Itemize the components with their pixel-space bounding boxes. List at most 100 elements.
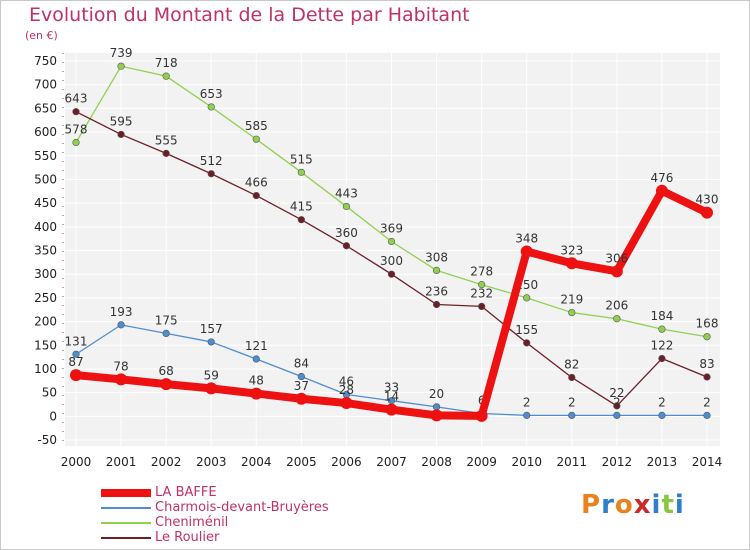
x-tick-label: 2001 [106, 455, 137, 469]
data-label: 87 [68, 355, 83, 369]
data-point [523, 339, 531, 347]
data-label: 443 [335, 186, 358, 200]
y-tick-label: 500 [34, 172, 57, 186]
x-tick-label: 2007 [376, 455, 407, 469]
data-label: 2 [568, 395, 576, 409]
data-label: 82 [564, 357, 579, 371]
data-point [703, 411, 711, 419]
x-tick-label: 2009 [466, 455, 497, 469]
data-label: 206 [605, 299, 628, 313]
y-tick-label: 600 [34, 125, 57, 139]
data-point [250, 387, 263, 400]
x-tick-label: 2010 [511, 455, 542, 469]
data-point [115, 373, 128, 386]
data-point [568, 373, 576, 382]
data-label: 360 [335, 226, 358, 240]
y-tick-label: 100 [34, 362, 57, 376]
data-label: 653 [200, 87, 223, 101]
legend-item-la-baffe: LA BAFFE [101, 485, 329, 500]
data-label: 155 [515, 323, 538, 337]
data-point [72, 138, 80, 147]
data-label: 6 [478, 393, 486, 407]
logo-letter: r [601, 490, 615, 520]
data-point [613, 402, 621, 410]
data-point [207, 338, 215, 346]
x-tick-label: 2005 [286, 455, 317, 469]
data-point [610, 265, 623, 278]
data-point [703, 373, 711, 381]
y-tick-label: 200 [34, 315, 57, 329]
data-label: 232 [470, 286, 493, 300]
data-point [658, 325, 666, 333]
data-point [701, 206, 713, 219]
data-point [162, 72, 170, 80]
data-point [432, 403, 441, 411]
data-label: 515 [290, 152, 313, 166]
y-tick-label: 550 [34, 149, 57, 163]
legend-label: LA BAFFE [155, 485, 217, 500]
data-point [520, 245, 533, 258]
x-tick-label: 2002 [151, 455, 182, 469]
logo-letter: x [633, 490, 652, 520]
legend-item-chenimenil: Cheniménil [101, 515, 329, 530]
legend-swatch-le-roulier [101, 536, 151, 539]
y-tick-label: 450 [34, 196, 57, 210]
data-label: 2 [703, 395, 711, 409]
x-tick-label: 2012 [602, 455, 633, 469]
data-label: 68 [159, 364, 174, 378]
data-label: 2 [658, 395, 666, 409]
data-point [117, 130, 125, 139]
data-point [342, 202, 351, 211]
data-point [432, 266, 441, 274]
data-label: 37 [294, 379, 309, 393]
x-tick-label: 2008 [421, 455, 452, 469]
data-point [207, 170, 215, 178]
legend-swatch-chenimenil [101, 521, 151, 524]
data-label: 466 [245, 176, 268, 190]
data-label: 219 [560, 293, 583, 307]
data-point [523, 294, 531, 302]
data-point [565, 257, 578, 270]
data-point [475, 409, 488, 422]
x-tick-label: 2000 [61, 455, 92, 469]
data-label: 184 [650, 309, 673, 323]
data-label: 595 [110, 114, 133, 128]
data-label: 415 [290, 200, 313, 214]
line-chart: -50 0 50 100 150 200 250 300 350 400 450 500 550 600 6… [34, 46, 722, 469]
data-point [297, 168, 305, 176]
legend-item-charmois: Charmois-devant-Bruyères [101, 500, 329, 515]
data-label: 131 [65, 334, 88, 348]
y-tick-label: 350 [34, 244, 57, 258]
proxiti-logo: Proxiti [581, 490, 685, 520]
data-point [72, 108, 80, 116]
data-label: 193 [110, 305, 133, 319]
data-label: 323 [560, 243, 583, 257]
data-label: 28 [339, 383, 354, 397]
data-point [162, 329, 170, 338]
data-point [385, 403, 398, 416]
chart-title: Evolution du Montant de la Dette par Hab… [29, 4, 470, 26]
legend-label: Le Roulier [155, 530, 220, 545]
data-label: 84 [294, 357, 309, 371]
data-label: 236 [425, 285, 448, 299]
plot-background [65, 53, 720, 446]
data-label: 83 [699, 357, 714, 371]
legend-swatch-charmois [101, 506, 151, 509]
data-point [295, 392, 308, 405]
x-tick-label: 2006 [331, 455, 362, 469]
data-label: 476 [650, 171, 673, 185]
data-label: 33 [384, 381, 399, 395]
data-label: 78 [113, 359, 128, 373]
data-label: 348 [515, 231, 538, 245]
data-label: 369 [380, 221, 403, 235]
data-label: 48 [249, 374, 264, 388]
y-tick-label: 400 [34, 220, 57, 234]
data-point [252, 191, 260, 200]
data-point [297, 216, 305, 224]
data-point [252, 355, 260, 363]
data-label: 643 [65, 92, 88, 106]
unit-label: (en €) [25, 29, 58, 42]
data-label: 14 [384, 390, 399, 404]
data-label: 168 [696, 317, 719, 331]
data-point [205, 382, 218, 395]
